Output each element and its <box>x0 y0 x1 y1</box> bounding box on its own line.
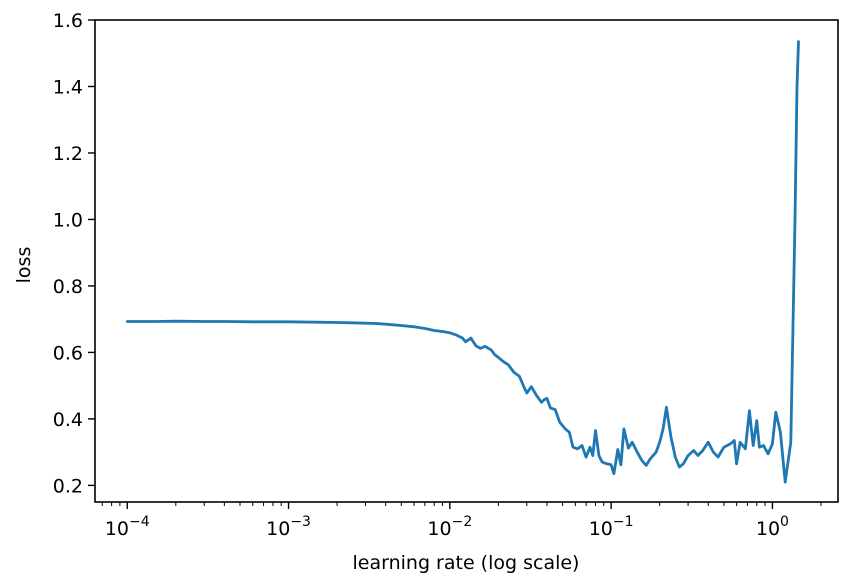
y-tick-label: 0.8 <box>53 276 83 298</box>
x-tick-label-base: 10 <box>756 518 780 540</box>
x-tick-label: 10−1 <box>589 514 634 540</box>
x-tick-label-exponent: 0 <box>780 514 789 530</box>
x-tick-label-exponent: −4 <box>129 514 150 530</box>
x-tick-label-base: 10 <box>105 518 129 540</box>
y-tick-label: 0.4 <box>53 409 83 431</box>
x-axis-label: learning rate (log scale) <box>353 552 580 574</box>
x-tick-label-exponent: −1 <box>613 514 634 530</box>
y-tick-label: 1.4 <box>53 76 83 98</box>
x-tick-label-exponent: −3 <box>290 514 311 530</box>
y-tick-label: 1.2 <box>53 143 83 165</box>
x-tick-label: 10−3 <box>266 514 311 540</box>
y-tick-label: 0.6 <box>53 342 83 364</box>
y-tick-label: 1.0 <box>53 209 83 231</box>
x-tick-label-base: 10 <box>589 518 613 540</box>
x-tick-label: 100 <box>756 514 789 540</box>
x-tick-label-exponent: −2 <box>452 514 473 530</box>
plot-frame <box>94 19 839 503</box>
y-tick-label: 1.6 <box>53 10 83 32</box>
y-tick-label: 0.2 <box>53 475 83 497</box>
x-axis: 10−4 10−3 10−2 10−1 100 <box>105 502 789 540</box>
y-axis-label: loss <box>13 247 35 284</box>
x-tick-label: 10−2 <box>427 514 472 540</box>
plot-area-background <box>95 20 838 502</box>
x-tick-label: 10−4 <box>105 514 150 540</box>
x-tick-label-base: 10 <box>427 518 451 540</box>
y-axis: 0.2 0.4 0.6 0.8 1.0 1.2 1.4 1.6 <box>53 10 95 497</box>
loss-series-line <box>125 40 800 484</box>
x-tick-label-base: 10 <box>266 518 290 540</box>
